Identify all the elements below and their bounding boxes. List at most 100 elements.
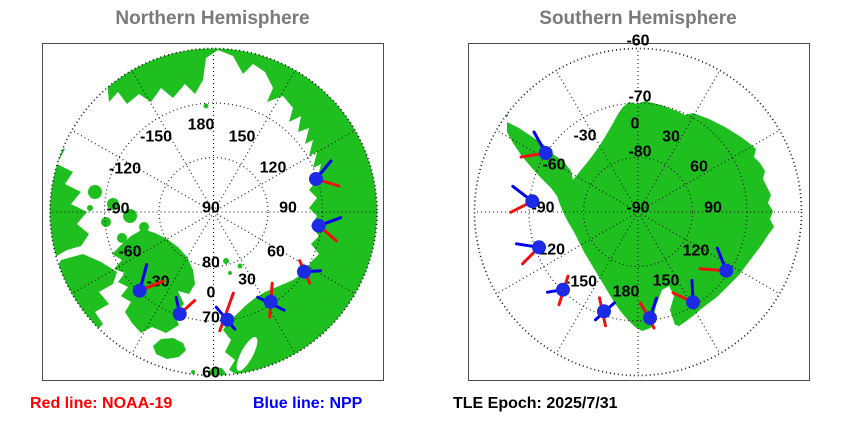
northern-hemisphere-svg: 180150-150120-12090-9060-6030-3009080706… xyxy=(49,47,378,382)
meridian-line xyxy=(71,211,214,295)
grid-label: 150 xyxy=(653,273,680,290)
latitude-ring xyxy=(49,47,378,377)
north-map-title: Northern Hemisphere xyxy=(115,8,310,29)
meridian-line xyxy=(131,211,214,354)
island xyxy=(223,258,229,264)
grid-label: 120 xyxy=(683,243,710,260)
grid-label: -60 xyxy=(542,157,565,174)
grid-label: -60 xyxy=(118,244,141,261)
grid-label: -30 xyxy=(573,128,596,145)
grid-label: 70 xyxy=(202,310,220,327)
southern-hemisphere-map: -60 -70 -80 -90 0 30 60 90 120 150 180 -150 -120 -90-… xyxy=(468,33,810,381)
island xyxy=(237,263,243,269)
grid-label: 30 xyxy=(662,129,680,146)
island xyxy=(88,185,102,199)
meridian-line xyxy=(637,129,780,213)
grid-label: 120 xyxy=(260,160,287,177)
meridian-line xyxy=(213,70,296,213)
satellite-marker xyxy=(132,263,165,298)
grid-label: 60 xyxy=(690,159,708,176)
satellite-marker-dot xyxy=(643,311,657,325)
northern-hemisphere-map: 180150-150120-12090-9060-6030-3009080706… xyxy=(42,43,384,382)
meridian-line xyxy=(496,129,639,213)
meridian-line xyxy=(496,211,639,295)
satellite-marker-dot xyxy=(556,282,570,297)
satellite-markers xyxy=(509,130,734,330)
satellite-marker xyxy=(509,184,540,214)
satellite-marker xyxy=(256,281,286,319)
grid-label: -150 xyxy=(140,129,172,146)
satellite-marker xyxy=(698,246,734,278)
meridian-line xyxy=(555,70,639,213)
satellite-marker-dot xyxy=(172,307,187,321)
grid-label: 90 xyxy=(202,200,220,217)
grid-label: 180 xyxy=(188,117,215,134)
meridian-line xyxy=(213,129,356,213)
satellite-marker xyxy=(519,130,553,160)
meridian-line xyxy=(213,211,296,354)
satellite-marker-dot xyxy=(686,295,700,310)
island xyxy=(504,113,508,117)
meridian-line xyxy=(71,129,214,213)
satellite-marker-dot xyxy=(220,312,235,327)
southern-hemisphere-svg: -60-70-80-900306090120150180-150-120-90-… xyxy=(473,33,803,377)
meridian-line xyxy=(555,211,639,354)
south-map-title: Southern Hemisphere xyxy=(539,8,737,29)
island xyxy=(117,233,127,243)
island xyxy=(203,103,209,109)
grid-label: -80 xyxy=(628,144,651,161)
landmass xyxy=(112,229,195,333)
satellite-marker xyxy=(639,296,658,330)
satellite-marker xyxy=(297,259,322,285)
sea-inlet xyxy=(292,175,310,189)
satellite-marker xyxy=(671,278,700,310)
grid-label: 150 xyxy=(229,129,256,146)
satellite-marker-dot xyxy=(719,263,734,278)
satellite-marker-dot xyxy=(263,294,278,309)
grid-label: 30 xyxy=(238,272,256,289)
graticule xyxy=(473,47,803,377)
sea-inlet xyxy=(292,239,306,257)
landmass xyxy=(209,367,227,376)
sea-inlet xyxy=(260,264,290,284)
satellite-marker xyxy=(309,159,341,188)
grid-label: 90 xyxy=(704,200,722,217)
satellite-marker-dot xyxy=(525,194,540,209)
island xyxy=(107,198,119,210)
meridian-line xyxy=(131,70,214,213)
satellite-marker xyxy=(546,274,570,307)
sea-inlet xyxy=(236,336,258,372)
grid-label: -70 xyxy=(628,89,651,106)
meridian-line xyxy=(213,211,356,295)
grid-label: 180 xyxy=(613,284,640,301)
latitude-ring xyxy=(582,156,694,268)
grid-label: 60 xyxy=(267,244,285,261)
tle-epoch-label: TLE Epoch: 2025/7/31 xyxy=(453,395,618,412)
island xyxy=(87,205,93,211)
grid-label: -60 xyxy=(626,33,649,50)
island xyxy=(101,217,111,227)
grid-label: -90 xyxy=(626,200,649,217)
latitude-ring xyxy=(473,47,803,377)
satellite-markers xyxy=(132,159,343,333)
latitude-ring xyxy=(158,156,269,268)
legend-blue-npp: Blue line: NPP xyxy=(253,395,363,412)
grid-label: 0 xyxy=(631,116,640,133)
grid-label: -120 xyxy=(109,161,141,178)
landmass xyxy=(55,254,117,354)
satellite-marker-dot xyxy=(311,218,326,233)
meridian-line xyxy=(637,211,780,295)
landmass xyxy=(103,48,377,376)
island xyxy=(191,370,195,374)
landmass xyxy=(153,338,186,359)
satellite-marker-dot xyxy=(132,283,147,298)
grid-label: 90 xyxy=(279,200,297,217)
satellite-marker-dot xyxy=(597,304,611,319)
sea-inlet xyxy=(651,286,676,329)
graticule xyxy=(49,47,378,377)
grid-label: -90 xyxy=(106,201,129,218)
grid-label: 80 xyxy=(202,255,220,272)
satellite-marker-dot xyxy=(532,240,546,255)
satellite-marker xyxy=(515,240,546,266)
